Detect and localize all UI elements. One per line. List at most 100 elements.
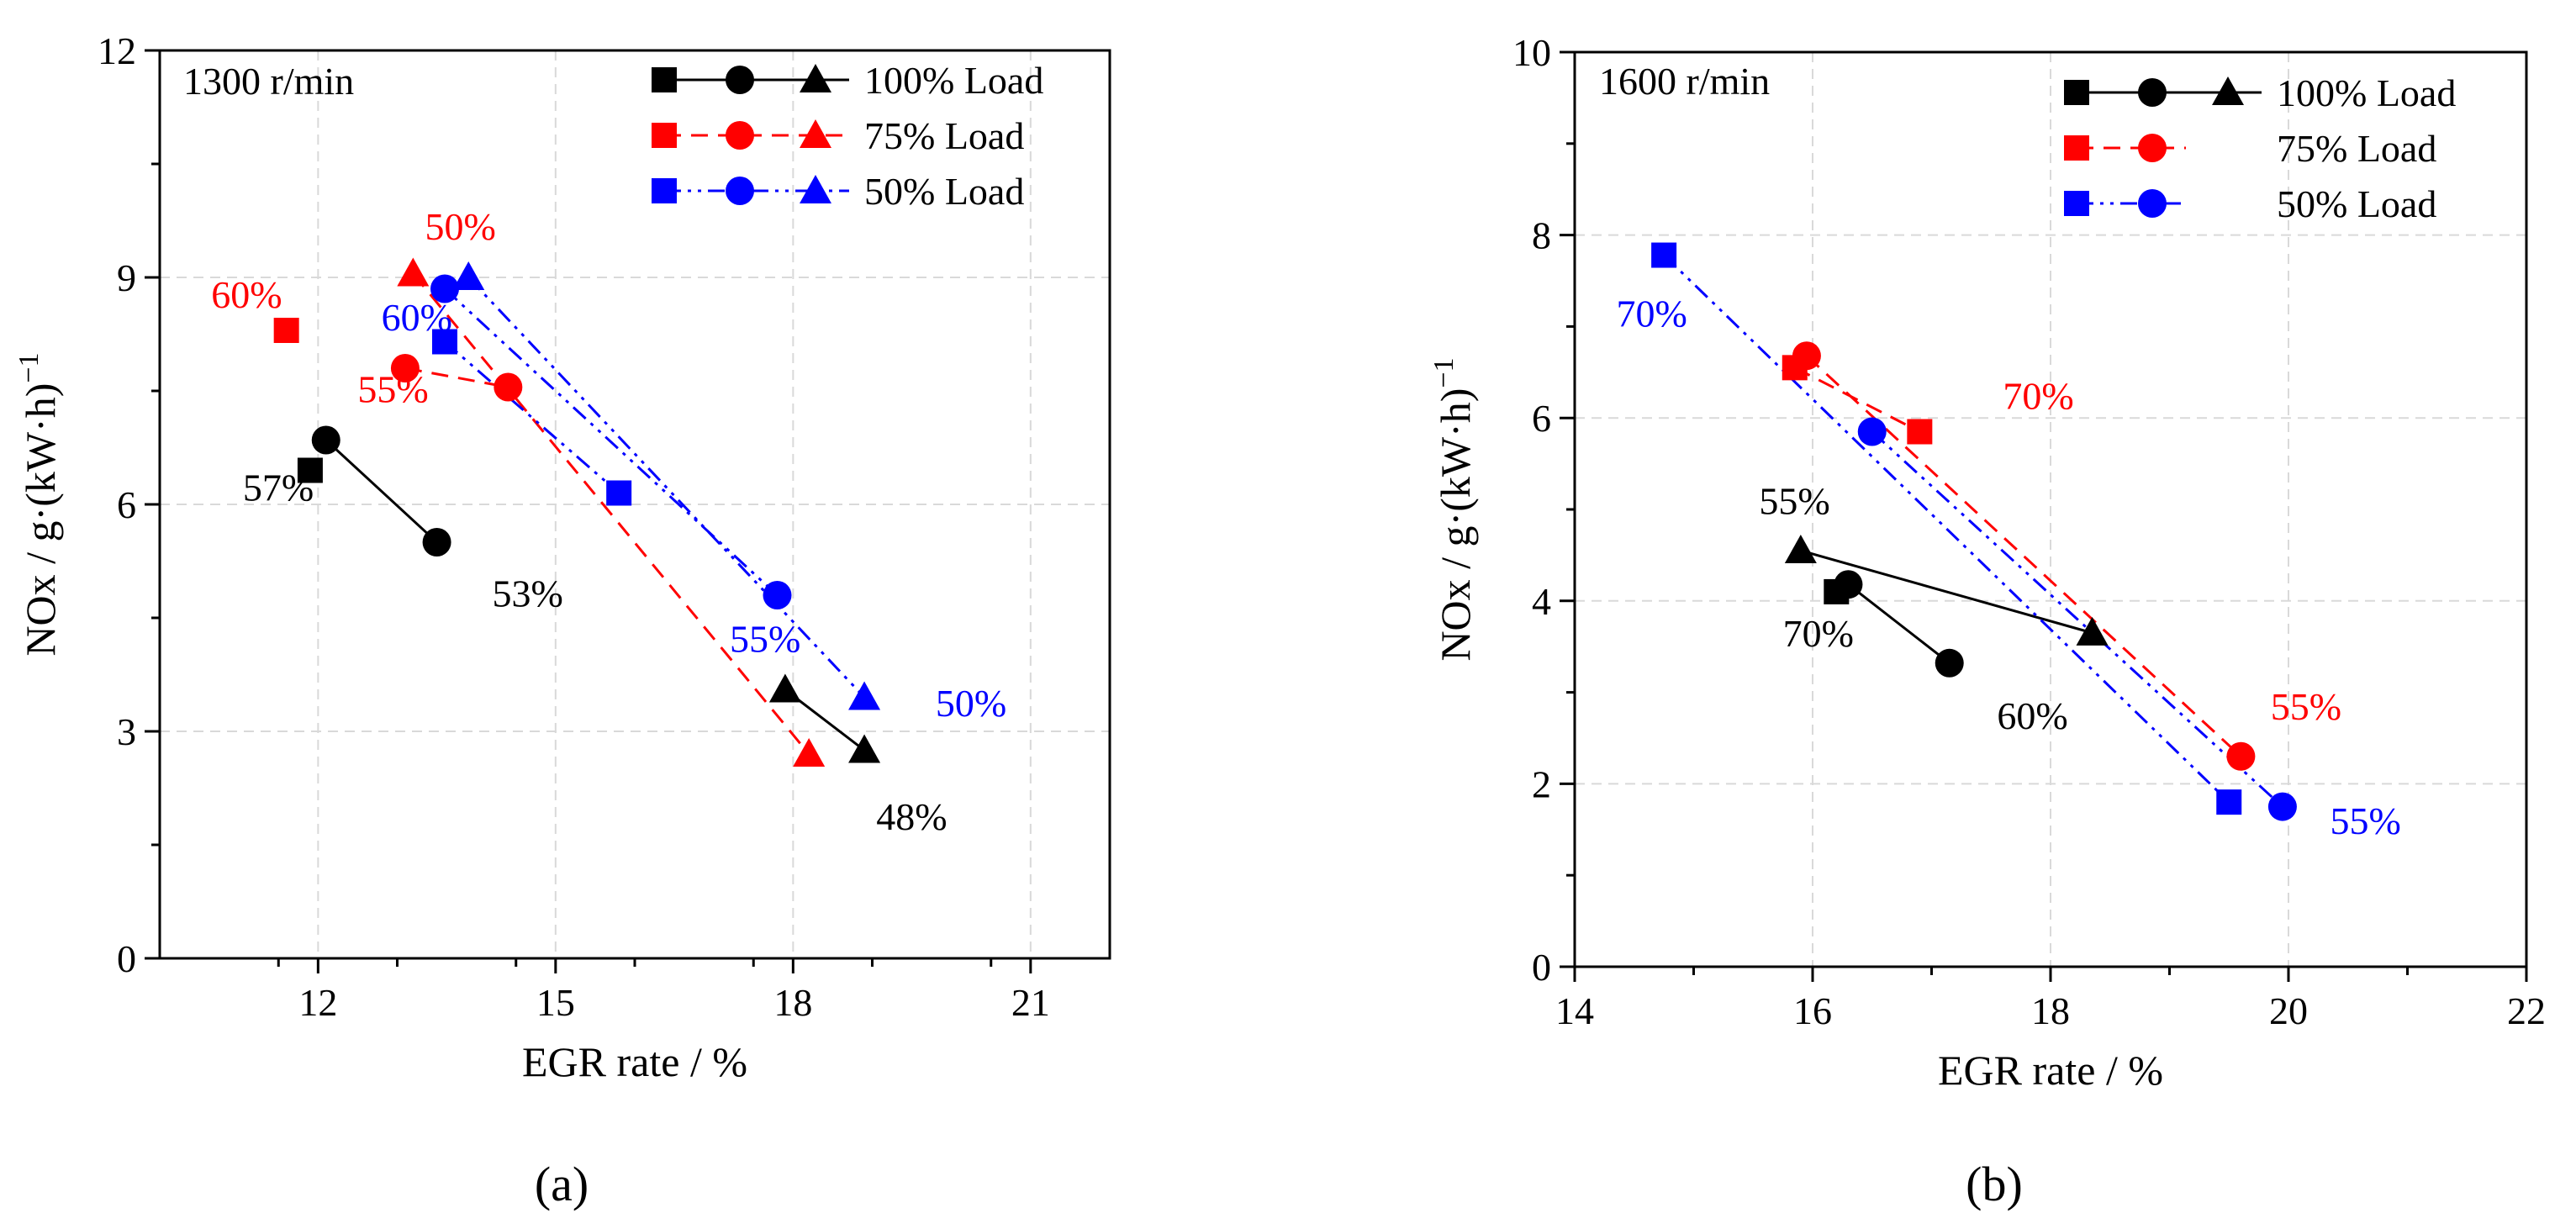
point-annotation-4: 60%	[1997, 694, 2067, 737]
legend-label-0: 100% Load	[2277, 71, 2456, 114]
point-annotation-8: 50%	[936, 682, 1006, 725]
y-tick-label-4: 12	[98, 29, 136, 72]
chart-b-1600rpm: 14 16 18 20 22 0 2 4 6 8 10 EGR rate / % NOx / g·(kW…	[1428, 31, 2546, 1094]
point-annotation-0: 57%	[243, 467, 314, 509]
x-tick-label-3: 21	[1011, 981, 1050, 1024]
legend-marker-circle-2	[726, 177, 754, 205]
legend-marker-circle-0	[726, 66, 754, 94]
x-axis-title: EGR rate / %	[522, 1038, 747, 1085]
data-point-circle-1-0	[311, 425, 340, 455]
y-axis-title: NOx / g·(kW·h)−1	[1428, 357, 1479, 661]
data-point-triangle-5-1	[793, 738, 826, 767]
legend-marker-square-0	[2064, 80, 2089, 105]
series-line-0	[1847, 583, 1950, 664]
data-point-square-6-1	[606, 480, 632, 506]
data-point-triangle-5-0	[397, 257, 430, 287]
y-axis-title: NOx / g·(kW·h)−1	[13, 352, 64, 656]
y-tick-label-5: 10	[1512, 31, 1551, 74]
series-line-0	[325, 439, 438, 544]
y-tick-label-3: 6	[1532, 397, 1551, 440]
x-tick-label-1: 16	[1793, 989, 1832, 1032]
point-annotation-6: 60%	[382, 296, 452, 339]
data-point-circle-4-0	[390, 354, 420, 382]
y-axis-title-superscript: −1	[13, 352, 45, 382]
legend-label-2: 50% Load	[864, 170, 1024, 213]
y-tick-label-2: 4	[1532, 580, 1551, 623]
data-point-circle-4-1	[494, 372, 523, 402]
data-point-square-6-0	[432, 329, 457, 355]
data-point-square-5-1	[2216, 789, 2242, 815]
data-point-circle-6-1	[2267, 792, 2297, 821]
series-line-5	[443, 287, 779, 597]
data-point-circle-7-0	[430, 274, 459, 303]
point-annotation-7: 55%	[730, 618, 800, 661]
point-annotation-4: 50%	[425, 205, 495, 248]
panel-label-b: (b)	[1966, 1157, 2023, 1211]
x-tick-label-1: 15	[536, 981, 575, 1024]
point-annotation-5: 55%	[2271, 685, 2341, 728]
y-axis-title-superscript: −1	[1428, 357, 1460, 388]
x-tick-label-0: 14	[1555, 989, 1594, 1032]
chart-a-1300rpm: 12 15 18 21 0 3 6 9 12 EGR rate / % NOx / g·(kW·h)…	[13, 29, 1111, 1085]
data-point-triangle-2-0	[768, 673, 801, 703]
y-axis-title-main: NOx / g·(kW·h)	[1432, 388, 1479, 662]
series-line-3	[1805, 355, 2242, 757]
legend-label-1: 75% Load	[864, 114, 1024, 157]
legend-marker-square-1	[652, 123, 677, 148]
data-point-square-3-0	[273, 318, 299, 343]
point-annotation-5: 55%	[357, 368, 428, 411]
x-tick-label-2: 18	[2031, 989, 2070, 1032]
legend: 100% Load 75% Load 50% Load	[2064, 71, 2456, 225]
speed-annotation: 1300 r/min	[183, 60, 354, 103]
x-tick-label-4: 22	[2507, 989, 2546, 1032]
y-tick-label-1: 2	[1532, 762, 1551, 805]
y-axis-title-main: NOx / g·(kW·h)	[17, 383, 64, 657]
legend-label-1: 75% Load	[2277, 127, 2436, 170]
series-line-6	[467, 276, 866, 699]
legend-label-0: 100% Load	[864, 59, 1043, 102]
legend-marker-triangle-0	[2212, 76, 2244, 105]
data-point-circle-1-0	[1834, 570, 1863, 599]
y-tick-label-1: 3	[117, 710, 136, 753]
legend-marker-triangle-2	[800, 175, 831, 203]
x-tick-label-0: 12	[298, 981, 337, 1024]
x-tick-label-2: 18	[773, 981, 812, 1024]
point-annotation-1: 53%	[493, 572, 563, 615]
legend-marker-square-1	[2064, 135, 2089, 161]
x-tick-label-3: 20	[2269, 989, 2308, 1032]
legend: 100% Load 75% Load 50% Load	[652, 59, 1043, 213]
data-point-circle-4-1	[2226, 741, 2256, 771]
data-point-circle-4-0	[1792, 341, 1821, 371]
series-line-1	[1800, 549, 2093, 635]
y-tick-label-2: 6	[117, 483, 136, 526]
legend-marker-circle-1	[2138, 134, 2167, 162]
series-line-5	[1871, 430, 2283, 808]
series-line-3	[412, 272, 810, 755]
data-point-circle-6-0	[1857, 417, 1887, 446]
legend-marker-square-2	[652, 178, 677, 203]
x-axis-title: EGR rate / %	[1938, 1047, 2163, 1094]
legend-marker-triangle-0	[800, 64, 831, 92]
data-point-circle-1-1	[1935, 648, 1964, 678]
point-annotation-2: 48%	[876, 795, 947, 838]
data-point-square-5-0	[1651, 242, 1677, 268]
data-point-triangle-8-1	[848, 681, 881, 710]
series-line-2	[1794, 367, 1921, 433]
point-annotation-3: 70%	[1783, 612, 1854, 655]
data-point-triangle-2-1	[848, 734, 881, 763]
data-point-triangle-2-0	[1784, 534, 1817, 563]
legend-marker-circle-2	[2138, 189, 2167, 218]
point-annotation-3: 60%	[211, 273, 282, 316]
point-annotation-0: 70%	[1617, 292, 1687, 335]
speed-annotation: 1600 r/min	[1599, 60, 1770, 103]
series-line-2	[404, 367, 509, 388]
y-tick-label-0: 0	[1532, 946, 1551, 989]
data-point-triangle-8-0	[452, 261, 485, 290]
series-line-4	[1663, 254, 2230, 804]
data-point-circle-7-1	[763, 581, 792, 609]
legend-label-2: 50% Load	[2277, 182, 2436, 225]
y-tick-label-3: 9	[117, 256, 136, 299]
legend-marker-circle-1	[726, 121, 754, 150]
point-annotation-1: 70%	[2003, 374, 2073, 417]
data-point-square-0-0	[297, 457, 323, 483]
